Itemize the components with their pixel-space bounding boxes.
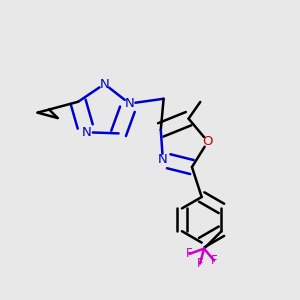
Text: N: N	[82, 126, 92, 139]
Text: O: O	[202, 135, 213, 148]
Text: F: F	[186, 248, 193, 260]
Text: F: F	[197, 257, 203, 270]
Text: N: N	[124, 97, 134, 110]
Text: N: N	[100, 77, 109, 91]
Text: F: F	[211, 254, 217, 267]
Text: N: N	[158, 153, 168, 166]
